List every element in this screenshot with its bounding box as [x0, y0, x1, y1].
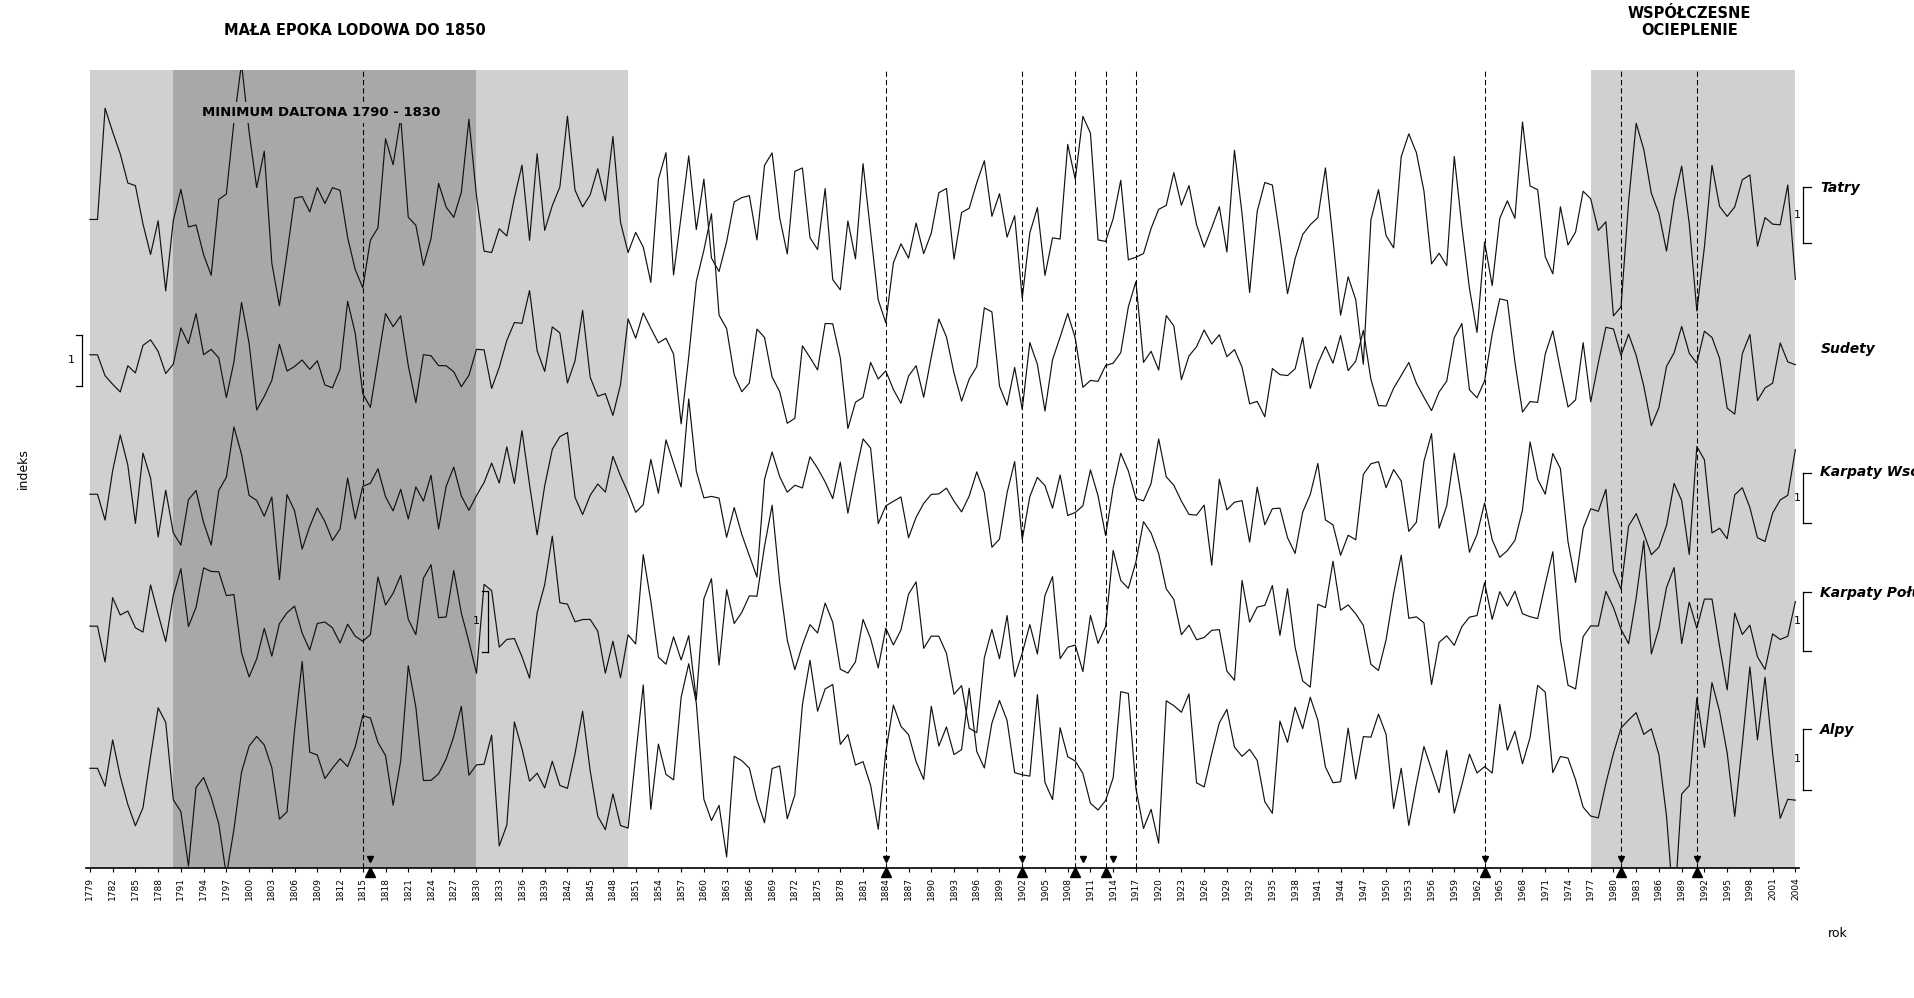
Text: WSPÓŁCZESNE
OCIEPLENIE: WSPÓŁCZESNE OCIEPLENIE [1627, 6, 1751, 38]
Text: 1: 1 [1793, 754, 1801, 764]
Bar [90, 70, 628, 868]
Text: 1: 1 [1793, 617, 1801, 627]
Text: Sudety: Sudety [1820, 342, 1876, 356]
Text: Karpaty Wschodnie: Karpaty Wschodnie [1820, 465, 1914, 479]
Text: Tatry: Tatry [1820, 181, 1860, 195]
Text: rok: rok [1828, 926, 1847, 940]
Text: MINIMUM DALTONA 1790 - 1830: MINIMUM DALTONA 1790 - 1830 [201, 106, 440, 119]
Bar [1591, 70, 1795, 868]
Text: MAŁA EPOKA LODOWA DO 1850: MAŁA EPOKA LODOWA DO 1850 [224, 23, 486, 38]
Text: 1: 1 [1793, 210, 1801, 220]
Text: Karpaty Południowe: Karpaty Południowe [1820, 586, 1914, 600]
Text: Alpy: Alpy [1820, 724, 1855, 738]
Text: indeks: indeks [17, 449, 29, 489]
Bar [174, 70, 477, 868]
Text: 1: 1 [67, 355, 75, 365]
Text: 1: 1 [473, 617, 480, 627]
Text: 1: 1 [1793, 493, 1801, 503]
